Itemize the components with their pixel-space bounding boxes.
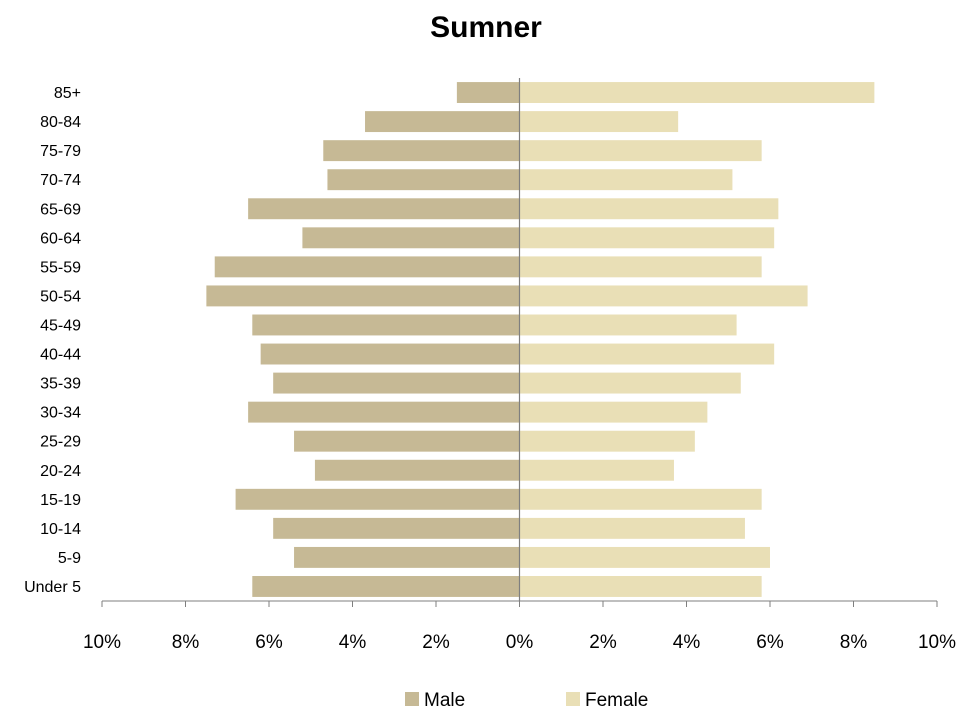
x-tick-label: 6% <box>255 632 283 653</box>
category-label: Under 5 <box>24 579 81 596</box>
category-label: 80-84 <box>40 114 81 131</box>
legend-swatch-male <box>405 692 419 706</box>
category-label: 60-64 <box>40 230 81 247</box>
bar-female-25-29 <box>519 430 695 452</box>
bar-female-45-49 <box>519 314 737 336</box>
bar-female-50-54 <box>519 285 808 307</box>
category-label: 65-69 <box>40 201 81 218</box>
chart-title: Sumner <box>430 11 542 44</box>
x-tick-labels: 10% 8% 6% 4% 2% 0% 2% 4% 6% 8% 10% <box>83 632 956 653</box>
bar-male-under-5 <box>252 576 520 597</box>
bar-female-40-44 <box>519 343 775 365</box>
bar-female-10-14 <box>519 517 745 539</box>
category-label: 45-49 <box>40 317 81 334</box>
category-label: 75-79 <box>40 143 81 160</box>
legend-label-male: Male <box>424 690 465 711</box>
bar-female-55-59 <box>519 256 762 278</box>
bar-male-40-44 <box>260 343 520 365</box>
x-tick-label: 2% <box>589 632 617 653</box>
category-label: 40-44 <box>40 347 81 364</box>
bar-male-75-79 <box>323 140 520 162</box>
bar-male-15-19 <box>235 488 520 510</box>
category-label: 85+ <box>54 85 81 102</box>
x-tick-label: 6% <box>756 632 784 653</box>
bar-male-45-49 <box>252 314 520 336</box>
bar-male-50-54 <box>206 285 520 307</box>
legend-label-female: Female <box>585 690 648 711</box>
x-tick-label: 10% <box>918 632 956 653</box>
bar-male-35-39 <box>273 372 520 394</box>
bar-female-35-39 <box>519 372 741 394</box>
category-label: 5-9 <box>58 550 81 567</box>
category-label: 70-74 <box>40 172 81 189</box>
category-label: 30-34 <box>40 405 81 422</box>
bar-male-85plus <box>456 82 520 103</box>
x-tick-label: 4% <box>673 632 701 653</box>
bar-male-5-9 <box>294 546 520 568</box>
bar-male-55-59 <box>214 256 520 278</box>
bar-male-80-84 <box>365 111 520 133</box>
category-label: 35-39 <box>40 376 81 393</box>
x-tick-label: 0% <box>506 632 534 653</box>
bars-layer <box>206 82 875 597</box>
bar-male-30-34 <box>248 401 520 423</box>
category-label: 20-24 <box>40 463 81 480</box>
x-tick-label: 2% <box>422 632 450 653</box>
bar-male-65-69 <box>248 198 520 220</box>
category-label: 50-54 <box>40 288 81 305</box>
bar-female-60-64 <box>519 227 775 249</box>
category-labels: Under 5 5-9 10-14 15-19 20-24 25-29 30-34 35-39… <box>24 85 81 596</box>
bar-female-75-79 <box>519 140 762 162</box>
bar-male-20-24 <box>314 459 520 481</box>
bar-female-80-84 <box>519 111 679 133</box>
bar-female-under-5 <box>519 576 762 597</box>
bar-male-10-14 <box>273 517 520 539</box>
bar-male-60-64 <box>302 227 520 249</box>
legend: Male Female <box>405 690 648 711</box>
axis-layer <box>101 78 938 607</box>
category-label: 25-29 <box>40 434 81 451</box>
category-label: 10-14 <box>40 521 81 538</box>
legend-swatch-female <box>566 692 580 706</box>
x-tick-label: 8% <box>172 632 200 653</box>
bar-male-25-29 <box>294 430 520 452</box>
bar-male-70-74 <box>327 169 520 191</box>
bar-female-15-19 <box>519 488 762 510</box>
bar-female-30-34 <box>519 401 708 423</box>
bar-female-5-9 <box>519 546 770 568</box>
bar-female-70-74 <box>519 169 733 191</box>
category-label: 15-19 <box>40 492 81 509</box>
x-tick-label: 8% <box>840 632 868 653</box>
bar-female-20-24 <box>519 459 674 481</box>
category-label: 55-59 <box>40 259 81 276</box>
x-tick-label: 4% <box>339 632 367 653</box>
bar-female-85plus <box>519 82 875 103</box>
bar-female-65-69 <box>519 198 779 220</box>
x-tick-label: 10% <box>83 632 121 653</box>
